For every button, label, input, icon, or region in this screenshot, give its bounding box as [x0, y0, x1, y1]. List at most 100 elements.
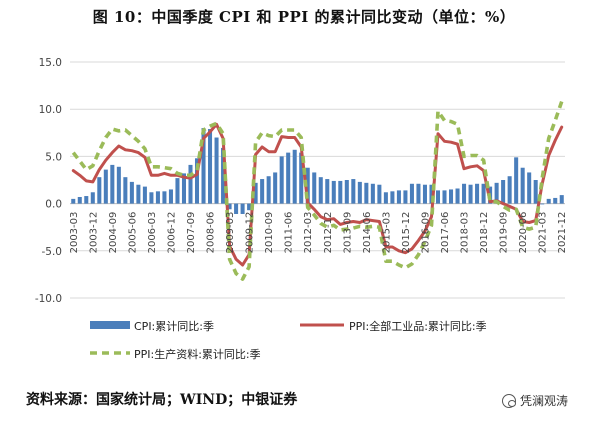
cpi-bar — [331, 180, 336, 204]
cpi-bar — [71, 198, 76, 204]
cpi-bar — [305, 167, 310, 204]
legend-label-ppi-means: PPI:生产资料:累计同比:季 — [134, 347, 261, 361]
cpi-bar — [520, 167, 525, 204]
cpi-bar — [390, 191, 395, 204]
figure-title: 图 10：中国季度 CPI 和 PPI 的累计同比变动（单位：%） — [92, 8, 516, 26]
ppi-all-industrial-line — [71, 122, 564, 267]
x-tick-label: 2009-03 — [225, 212, 236, 254]
cpi-bar — [214, 137, 219, 204]
x-tick-label: 2018-03 — [460, 212, 471, 254]
cpi-bar — [221, 147, 226, 204]
cpi-bar — [475, 183, 480, 204]
cpi-bar — [540, 203, 545, 205]
y-tick-label: 5.0 — [45, 151, 62, 163]
cpi-bar — [501, 180, 506, 204]
cpi-bar — [149, 192, 154, 204]
cpi-bar — [546, 198, 551, 204]
cpi-bar — [247, 203, 252, 211]
x-tick-label: 2021-03 — [538, 212, 549, 254]
x-tick-label: 2003-12 — [88, 212, 99, 254]
watermark: 凭澜观涛 — [502, 392, 568, 409]
cpi-bar — [357, 181, 362, 204]
y-tick-label: -5.0 — [42, 246, 63, 258]
x-tick-label: 2018-12 — [479, 212, 490, 254]
wechat-icon — [502, 393, 516, 408]
y-tick-label: -10.0 — [35, 293, 62, 305]
x-tick-label: 2014-06 — [362, 212, 373, 254]
cpi-bar — [344, 180, 349, 204]
cpi-bar — [442, 190, 447, 204]
cpi-bar — [162, 191, 167, 204]
cpi-bar — [286, 152, 291, 204]
x-tick-label: 2008-06 — [206, 212, 217, 254]
cpi-bar — [514, 157, 519, 204]
x-tick-label: 2017-06 — [440, 212, 451, 254]
cpi-bar — [409, 183, 414, 204]
cpi-bar — [116, 166, 121, 204]
y-tick-label: 0.0 — [45, 199, 62, 211]
ppi-lines — [71, 101, 564, 281]
cpi-bar — [449, 189, 454, 204]
cpi-bar — [494, 182, 499, 204]
x-tick-label: 2021-12 — [557, 212, 568, 254]
cpi-bar — [435, 190, 441, 204]
x-tick-label: 2019-09 — [499, 212, 510, 254]
cpi-bar — [194, 158, 200, 204]
x-tick-label: 2003-03 — [69, 212, 80, 254]
cpi-bar — [318, 177, 323, 204]
cpi-bar — [396, 190, 401, 204]
gridlines — [70, 61, 565, 299]
cpi-bar — [527, 172, 532, 204]
legend-label-ppi-all: PPI:全部工业品:累计同比:季 — [349, 319, 487, 333]
x-tick-label: 2010-09 — [264, 212, 275, 254]
cpi-bar — [533, 180, 538, 204]
cpi-bar — [292, 149, 297, 204]
y-tick-label: 15.0 — [39, 57, 62, 69]
cpi-bar — [253, 182, 258, 204]
cpi-bar — [455, 188, 460, 204]
x-tick-label: 2012-03 — [303, 212, 314, 254]
cpi-bar — [559, 195, 564, 204]
x-tick-label: 2020-06 — [518, 212, 529, 254]
cpi-bar — [416, 183, 421, 204]
x-tick-label: 2011-06 — [284, 212, 295, 254]
cpi-bar — [553, 197, 558, 204]
cpi-bar — [325, 179, 330, 204]
y-axis-labels: -10.0 -5.0 0.0 5.0 10.0 15.0 — [35, 57, 62, 305]
cpi-bar — [422, 184, 427, 204]
cpi-bar — [266, 176, 271, 204]
legend-label-cpi: CPI:累计同比:季 — [134, 320, 214, 333]
x-tick-label: 2012-12 — [323, 212, 334, 254]
cpi-bar — [481, 183, 486, 204]
x-tick-label: 2004-09 — [108, 212, 119, 254]
cpi-bar — [136, 184, 141, 204]
cpi-bar — [403, 190, 408, 204]
x-axis-labels: 2003-03 2003-12 2004-09 2005-06 2006-03 2006-… — [69, 212, 568, 254]
cpi-bars — [71, 128, 564, 214]
x-tick-label: 2015-03 — [381, 212, 392, 254]
chart-legend: CPI:累计同比:季 PPI:全部工业品:累计同比:季 PPI:生产资料:累计同比:… — [90, 319, 487, 361]
cpi-bar — [468, 184, 473, 204]
cpi-bar — [312, 172, 317, 204]
cpi-bar — [240, 203, 245, 214]
cpi-bar — [507, 176, 512, 204]
cpi-bar — [338, 180, 343, 204]
cpi-bar — [377, 184, 382, 204]
y-tick-label: 10.0 — [39, 104, 62, 116]
chart-area: -10.0 -5.0 0.0 5.0 10.0 15.0 2003-03 2003-12 20… — [35, 57, 568, 361]
cpi-bar — [175, 178, 180, 204]
cpi-bar — [168, 189, 173, 204]
legend-swatch-cpi — [90, 321, 130, 329]
cpi-bar — [181, 173, 186, 204]
cpi-bar — [429, 184, 434, 204]
x-tick-label: 2007-09 — [186, 212, 197, 254]
cpi-bar — [260, 179, 265, 204]
cpi-bar — [103, 169, 108, 204]
cpi-bar — [208, 129, 213, 204]
cpi-bar — [123, 177, 128, 204]
x-tick-label: 2015-12 — [401, 212, 412, 254]
cpi-bar — [370, 183, 375, 204]
cpi-bar — [227, 203, 232, 210]
cpi-bar — [129, 181, 134, 204]
ppi-means-of-production-line — [71, 101, 564, 281]
